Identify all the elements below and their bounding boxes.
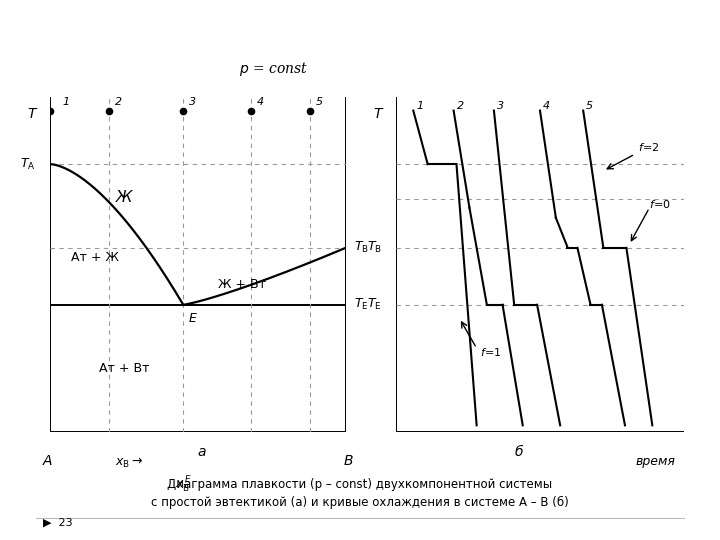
Text: 4: 4 <box>543 100 550 111</box>
Text: Ат + Вт: Ат + Вт <box>99 362 150 375</box>
Text: $f\!=\!2$: $f\!=\!2$ <box>638 141 660 153</box>
Text: ▶  23: ▶ 23 <box>43 518 73 528</box>
Text: Ж + Вт: Ж + Вт <box>218 278 266 291</box>
Text: $x_{\mathsf{B}} \rightarrow$: $x_{\mathsf{B}} \rightarrow$ <box>115 455 144 470</box>
Text: $p$ = const: $p$ = const <box>239 60 308 78</box>
Text: а: а <box>197 446 206 460</box>
Text: $T_{\mathsf{A}}$: $T_{\mathsf{A}}$ <box>20 157 36 172</box>
Text: 5: 5 <box>316 97 323 107</box>
Text: Ат + Ж: Ат + Ж <box>71 252 119 265</box>
Text: 3: 3 <box>497 100 504 111</box>
Text: $T_{\mathsf{B}}$: $T_{\mathsf{B}}$ <box>354 240 369 255</box>
Text: B: B <box>344 455 354 469</box>
Text: $T_{\mathsf{E}}$: $T_{\mathsf{E}}$ <box>354 297 369 312</box>
Text: 2: 2 <box>115 97 122 107</box>
Text: $x^{\,E}_{\mathsf{B}}$: $x^{\,E}_{\mathsf{B}}$ <box>175 475 192 495</box>
Text: Диаграмма плавкости (p – const) двухкомпонентной системы: Диаграмма плавкости (p – const) двухкомп… <box>168 478 552 491</box>
Text: E: E <box>189 312 197 325</box>
Text: T: T <box>27 107 36 122</box>
Text: 1: 1 <box>416 100 423 111</box>
Text: A: A <box>42 455 52 469</box>
Text: 2: 2 <box>456 100 464 111</box>
Text: Ж: Ж <box>116 190 132 205</box>
Text: T: T <box>373 107 382 122</box>
Text: $f\!=\!0$: $f\!=\!0$ <box>649 198 672 211</box>
Text: 4: 4 <box>257 97 264 107</box>
Text: б: б <box>514 446 523 460</box>
Text: 3: 3 <box>189 97 197 107</box>
Text: время: время <box>636 455 675 469</box>
Text: $T_{\mathsf{B}}$: $T_{\mathsf{B}}$ <box>366 240 382 255</box>
Text: $f\!=\!1$: $f\!=\!1$ <box>480 346 501 357</box>
Text: 5: 5 <box>586 100 593 111</box>
Text: $T_{\mathsf{E}}$: $T_{\mathsf{E}}$ <box>367 297 382 312</box>
Text: 1: 1 <box>62 97 69 107</box>
Text: с простой эвтектикой (а) и кривые охлаждения в системе A – B (б): с простой эвтектикой (а) и кривые охлажд… <box>151 496 569 509</box>
